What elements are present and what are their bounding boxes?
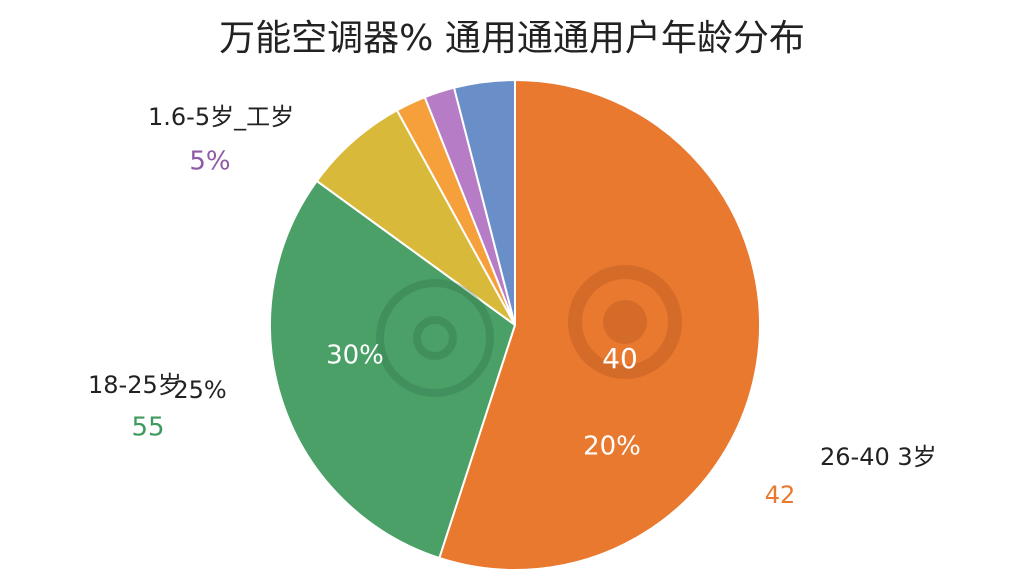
pie: [269, 78, 761, 571]
watermark: [376, 279, 494, 397]
labels: 26-40 3岁 18-25岁 1.6-5岁_工岁 5% 30% 40 20% 25% 55 42: [88, 103, 937, 509]
annotation: 55: [131, 413, 164, 443]
annotation: 25%: [173, 376, 226, 404]
watermark-ring: [568, 265, 682, 379]
pie-slice: [452, 78, 516, 326]
category-label: 26-40 3岁: [820, 443, 937, 471]
annotation: 5%: [189, 147, 230, 177]
watermark: [568, 265, 682, 379]
category-label: 1.6-5岁_工岁: [148, 103, 294, 131]
pie-slice: [315, 108, 516, 326]
annotation: 20%: [583, 432, 641, 462]
category-label: 18-25岁: [88, 371, 182, 399]
annotation: 42: [765, 481, 796, 509]
pie-slice: [438, 78, 761, 571]
watermark-dot: [603, 300, 647, 344]
annotation: 30%: [326, 341, 384, 371]
pie-slice: [269, 179, 517, 560]
annotation: 40: [602, 342, 638, 375]
watermark-ring: [376, 279, 494, 397]
watermark-ring: [413, 316, 457, 360]
chart-title: 万能空调器% 通用通通用户年龄分布: [219, 18, 805, 59]
